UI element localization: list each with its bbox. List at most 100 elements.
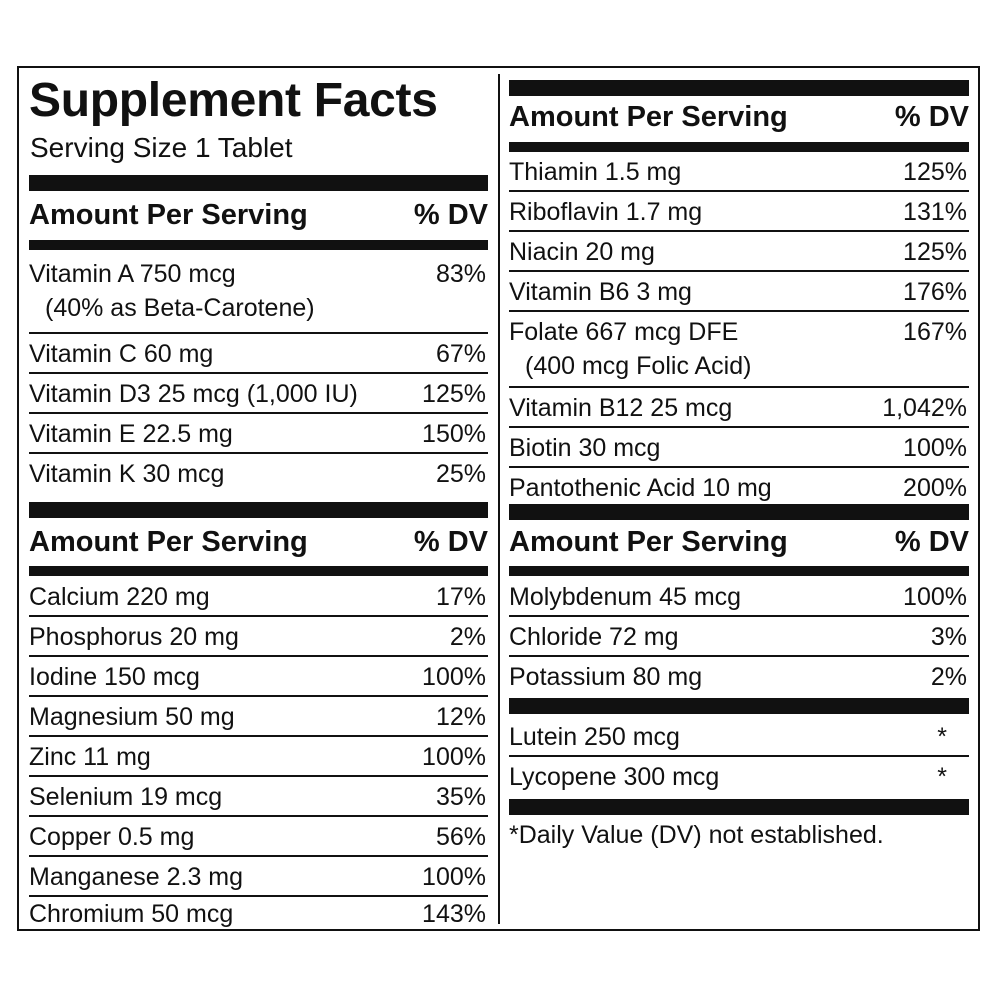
nutrient-row: Biotin 30 mcg 100% bbox=[509, 428, 969, 468]
nutrient-row: Vitamin D3 25 mcg (1,000 IU) 125% bbox=[29, 374, 488, 414]
nutrient-row: Vitamin B6 3 mg 176% bbox=[509, 272, 969, 312]
nutrient-name: Vitamin D3 25 mcg (1,000 IU) bbox=[29, 380, 358, 408]
nutrient-name: Thiamin 1.5 mg bbox=[509, 158, 682, 186]
medium-rule bbox=[509, 566, 969, 576]
nutrient-name: Folate 667 mcg DFE bbox=[509, 318, 739, 346]
dv-header: % DV bbox=[413, 198, 488, 231]
nutrient-dv: 100% bbox=[422, 863, 486, 891]
nutrient-dv: 125% bbox=[903, 238, 967, 266]
nutrient-name: Pantothenic Acid 10 mg bbox=[509, 474, 772, 502]
nutrient-name: Riboflavin 1.7 mg bbox=[509, 198, 703, 226]
nutrient-row: Niacin 20 mg 125% bbox=[509, 232, 969, 272]
nutrient-name: Vitamin B12 25 mcg bbox=[509, 394, 733, 422]
nutrient-dv: 83% bbox=[435, 260, 486, 288]
page-title: Supplement Facts bbox=[29, 74, 438, 127]
amount-header: Amount Per Serving bbox=[509, 100, 788, 133]
nutrient-name: Phosphorus 20 mg bbox=[29, 623, 239, 651]
nutrient-name: Molybdenum 45 mcg bbox=[509, 583, 742, 611]
nutrient-row: Calcium 220 mg 17% bbox=[29, 577, 488, 617]
column-divider bbox=[498, 74, 500, 924]
nutrient-name: Manganese 2.3 mg bbox=[29, 863, 244, 891]
nutrient-dv: 143% bbox=[422, 900, 486, 928]
dv-header: % DV bbox=[894, 100, 969, 133]
nutrient-name: Biotin 30 mcg bbox=[509, 434, 661, 462]
nutrient-row: Pantothenic Acid 10 mg 200% bbox=[509, 468, 969, 508]
nutrient-name: Chloride 72 mg bbox=[509, 623, 679, 651]
nutrient-dv: 56% bbox=[435, 823, 486, 851]
thick-rule bbox=[29, 175, 488, 191]
nutrient-name: Copper 0.5 mg bbox=[29, 823, 195, 851]
amount-header: Amount Per Serving bbox=[29, 198, 308, 231]
nutrient-row: Chromium 50 mcg 143% bbox=[29, 894, 488, 930]
nutrient-row: Iodine 150 mcg 100% bbox=[29, 657, 488, 697]
nutrient-name: Vitamin C 60 mg bbox=[29, 340, 214, 368]
nutrient-dv: 167% bbox=[903, 318, 967, 346]
nutrient-row: Manganese 2.3 mg 100% bbox=[29, 857, 488, 897]
thick-rule bbox=[509, 698, 969, 714]
nutrient-row: Chloride 72 mg 3% bbox=[509, 617, 969, 657]
nutrient-dv: 3% bbox=[930, 623, 967, 651]
label-frame bbox=[17, 66, 980, 931]
thick-rule bbox=[509, 80, 969, 96]
nutrient-name: Chromium 50 mcg bbox=[29, 900, 234, 928]
nutrient-name: Lycopene 300 mcg bbox=[509, 763, 720, 791]
nutrient-dv: 100% bbox=[903, 434, 967, 462]
nutrient-dv: 125% bbox=[422, 380, 486, 408]
nutrient-dv: 100% bbox=[422, 743, 486, 771]
nutrient-name: Vitamin E 22.5 mg bbox=[29, 420, 233, 448]
nutrient-name: Zinc 11 mg bbox=[29, 743, 151, 771]
nutrient-subnote: (40% as Beta-Carotene) bbox=[45, 294, 315, 322]
nutrient-row: Phosphorus 20 mg 2% bbox=[29, 617, 488, 657]
nutrient-dv: 200% bbox=[903, 474, 967, 502]
nutrient-name: Vitamin A 750 mcg bbox=[29, 260, 236, 288]
nutrient-row: Potassium 80 mg 2% bbox=[509, 657, 969, 695]
nutrient-row: Lycopene 300 mcg * bbox=[509, 757, 969, 797]
nutrient-name: Magnesium 50 mg bbox=[29, 703, 235, 731]
nutrient-name: Iodine 150 mcg bbox=[29, 663, 200, 691]
nutrient-dv: 1,042% bbox=[882, 394, 967, 422]
nutrient-name: Niacin 20 mg bbox=[509, 238, 655, 266]
nutrient-dv: 125% bbox=[903, 158, 967, 186]
thick-rule bbox=[509, 504, 969, 520]
amount-header: Amount Per Serving bbox=[509, 525, 788, 558]
amount-header: Amount Per Serving bbox=[29, 525, 308, 558]
nutrient-dv: 35% bbox=[435, 783, 486, 811]
nutrient-dv: 100% bbox=[422, 663, 486, 691]
nutrient-row: Folate 667 mcg DFE (400 mcg Folic Acid) 1… bbox=[509, 312, 969, 388]
nutrient-row: Copper 0.5 mg 56% bbox=[29, 817, 488, 857]
nutrient-row: Vitamin C 60 mg 67% bbox=[29, 334, 488, 374]
footnote: *Daily Value (DV) not established. bbox=[509, 821, 884, 849]
medium-rule bbox=[509, 142, 969, 152]
nutrient-dv: * bbox=[937, 763, 947, 791]
medium-rule bbox=[29, 566, 488, 576]
nutrient-name: Vitamin B6 3 mg bbox=[509, 278, 692, 306]
nutrient-dv: 131% bbox=[903, 198, 967, 226]
section-header: Amount Per Serving % DV bbox=[29, 521, 488, 563]
nutrient-row: Thiamin 1.5 mg 125% bbox=[509, 152, 969, 192]
nutrient-name: Lutein 250 mcg bbox=[509, 723, 680, 751]
nutrient-row: Selenium 19 mcg 35% bbox=[29, 777, 488, 817]
nutrient-row: Zinc 11 mg 100% bbox=[29, 737, 488, 777]
nutrient-dv: 150% bbox=[422, 420, 486, 448]
thick-rule bbox=[29, 502, 488, 518]
nutrient-dv: 12% bbox=[435, 703, 486, 731]
section-header: Amount Per Serving % DV bbox=[29, 194, 488, 236]
nutrient-row: Magnesium 50 mg 12% bbox=[29, 697, 488, 737]
nutrient-dv: 2% bbox=[449, 623, 486, 651]
nutrient-dv: 2% bbox=[930, 663, 967, 691]
nutrient-row: Vitamin A 750 mcg (40% as Beta-Carotene) … bbox=[29, 254, 488, 334]
thick-rule bbox=[509, 799, 969, 815]
nutrient-subnote: (400 mcg Folic Acid) bbox=[525, 352, 752, 380]
dv-header: % DV bbox=[413, 525, 488, 558]
section-header: Amount Per Serving % DV bbox=[509, 96, 969, 138]
nutrient-name: Potassium 80 mg bbox=[509, 663, 703, 691]
nutrient-name: Vitamin K 30 mcg bbox=[29, 460, 225, 488]
section-header: Amount Per Serving % DV bbox=[509, 521, 969, 563]
medium-rule bbox=[29, 240, 488, 250]
nutrient-dv: 25% bbox=[435, 460, 486, 488]
nutrient-row: Riboflavin 1.7 mg 131% bbox=[509, 192, 969, 232]
nutrient-row: Molybdenum 45 mcg 100% bbox=[509, 577, 969, 617]
serving-size: Serving Size 1 Tablet bbox=[30, 132, 293, 163]
nutrient-row: Vitamin K 30 mcg 25% bbox=[29, 454, 488, 498]
nutrient-row: Lutein 250 mcg * bbox=[509, 717, 969, 757]
